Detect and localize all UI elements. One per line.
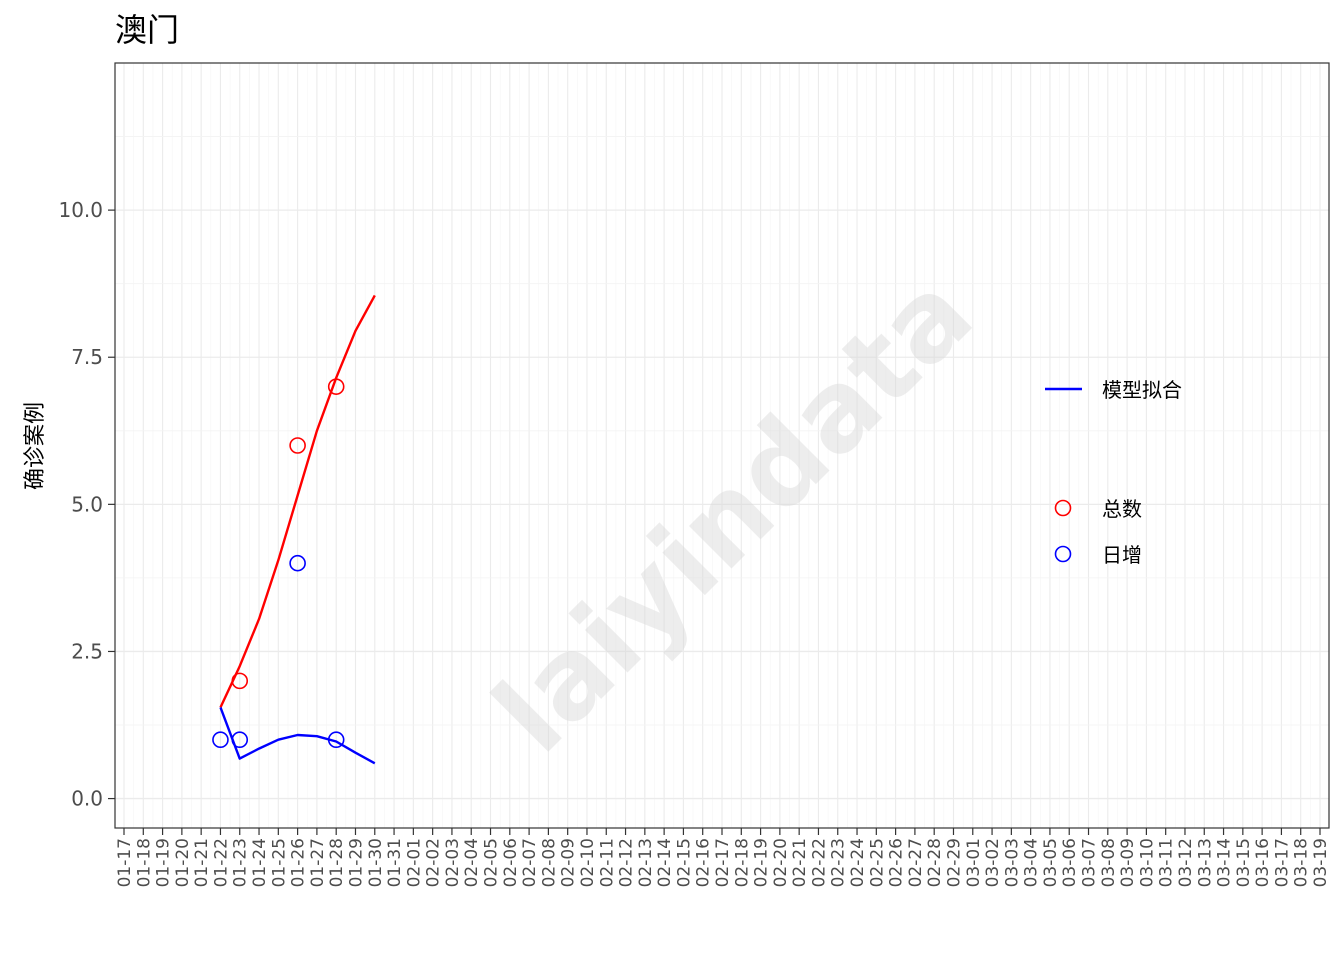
x-tick-label: 02-28: [925, 838, 945, 887]
x-tick-label: 03-02: [983, 838, 1003, 887]
x-tick-label: 01-25: [269, 838, 289, 887]
x-tick-label: 02-12: [617, 838, 637, 887]
x-tick-label: 01-18: [134, 838, 154, 887]
y-tick-label: 0.0: [71, 787, 103, 811]
x-tick-label: 01-19: [154, 838, 174, 887]
x-tick-label: 03-05: [1041, 838, 1061, 887]
data-point: [231, 672, 249, 690]
x-tick-label: 02-14: [655, 838, 675, 887]
x-tick-label: 02-19: [752, 838, 772, 887]
series-layer: [212, 294, 376, 765]
x-tick-label: 02-24: [848, 838, 868, 887]
x-tick-label: 01-22: [211, 838, 231, 887]
x-tick-label: 02-05: [482, 838, 502, 887]
data-point: [289, 554, 306, 572]
x-tick-label: 02-02: [424, 838, 444, 887]
legend-point-key: [1054, 499, 1072, 517]
x-tick-label: 02-20: [771, 838, 791, 887]
data-point: [327, 378, 345, 395]
y-tick-label: 7.5: [71, 345, 103, 369]
x-tick-label: 02-18: [732, 838, 752, 887]
series-line-1: [219, 706, 376, 765]
x-tick-label: 02-01: [404, 838, 424, 887]
x-tick-label: 01-30: [366, 838, 386, 887]
x-tick-label: 03-10: [1137, 838, 1157, 887]
x-tick-label: 03-18: [1292, 838, 1312, 887]
x-tick-label: 02-17: [713, 838, 733, 887]
x-tick-label: 03-06: [1060, 838, 1080, 887]
x-tick-label: 02-16: [694, 838, 714, 887]
y-tick-label: 5.0: [71, 492, 103, 516]
x-tick-label: 01-29: [346, 838, 366, 887]
legend-label: 总数: [1102, 497, 1142, 521]
x-tick-label: 02-21: [790, 838, 810, 887]
x-tick-label: 03-13: [1195, 838, 1215, 887]
legend-label: 模型拟合: [1102, 378, 1182, 402]
x-tick-label: 02-26: [887, 838, 907, 887]
y-tick-label: 2.5: [71, 639, 103, 663]
x-tick-label: 03-09: [1118, 838, 1138, 887]
x-tick-label: 02-29: [944, 838, 964, 887]
x-tick-label: 01-20: [173, 838, 193, 887]
legend-label: 日增: [1102, 543, 1142, 567]
x-tick-label: 01-27: [308, 838, 328, 887]
x-tick-label: 01-24: [250, 838, 270, 887]
x-tick-label: 02-11: [597, 838, 617, 887]
x-tick-label: 01-23: [231, 838, 251, 887]
x-tick-label: 03-17: [1272, 838, 1292, 887]
x-tick-label: 03-19: [1311, 838, 1331, 887]
x-tick-label: 02-03: [443, 838, 463, 887]
x-tick-label: 02-15: [674, 838, 694, 887]
x-tick-label: 03-04: [1022, 838, 1042, 887]
x-tick-label: 02-25: [867, 838, 887, 887]
x-tick-label: 02-22: [809, 838, 829, 887]
chart-title: 澳门: [115, 11, 179, 49]
x-tick-label: 02-13: [636, 838, 656, 887]
legend-point-key: [1054, 545, 1072, 563]
y-tick-label: 10.0: [58, 198, 103, 222]
data-point: [289, 437, 306, 454]
x-tick-label: 01-28: [327, 838, 347, 887]
series-line-0: [219, 294, 376, 708]
y-axis: 0.0 2.5 5.0 7.5 10.0: [58, 198, 115, 811]
x-tick-label: 03-16: [1253, 838, 1273, 887]
x-tick-label: 02-04: [462, 838, 482, 887]
x-tick-label: 03-12: [1176, 838, 1196, 887]
x-tick-label: 01-17: [115, 838, 135, 887]
y-axis-label: 确诊案例: [23, 402, 48, 490]
x-tick-label: 02-10: [578, 838, 598, 887]
x-tick-label: 03-15: [1234, 838, 1254, 887]
grid: [115, 62, 1329, 828]
x-axis: 01-17 01-18 01-19 01-20 01-21 01-22 01-23 01-24…: [115, 828, 1331, 887]
x-tick-label: 02-09: [559, 838, 579, 887]
x-tick-label: 03-03: [1002, 838, 1022, 887]
x-tick-label: 01-26: [289, 838, 309, 887]
x-tick-label: 03-11: [1157, 838, 1177, 887]
data-point: [327, 731, 345, 749]
data-point: [231, 731, 249, 749]
x-tick-label: 02-06: [501, 838, 521, 887]
x-tick-label: 02-08: [539, 838, 559, 887]
x-tick-label: 03-01: [964, 838, 984, 887]
x-tick-label: 03-14: [1215, 838, 1235, 887]
x-tick-label: 02-23: [829, 838, 849, 887]
x-tick-label: 02-07: [520, 838, 540, 887]
x-tick-label: 03-07: [1080, 838, 1100, 887]
x-tick-label: 01-31: [385, 838, 405, 887]
x-tick-label: 02-27: [906, 838, 926, 887]
x-tick-label: 03-08: [1099, 838, 1119, 887]
data-point: [212, 731, 229, 749]
x-tick-label: 01-21: [192, 838, 212, 887]
